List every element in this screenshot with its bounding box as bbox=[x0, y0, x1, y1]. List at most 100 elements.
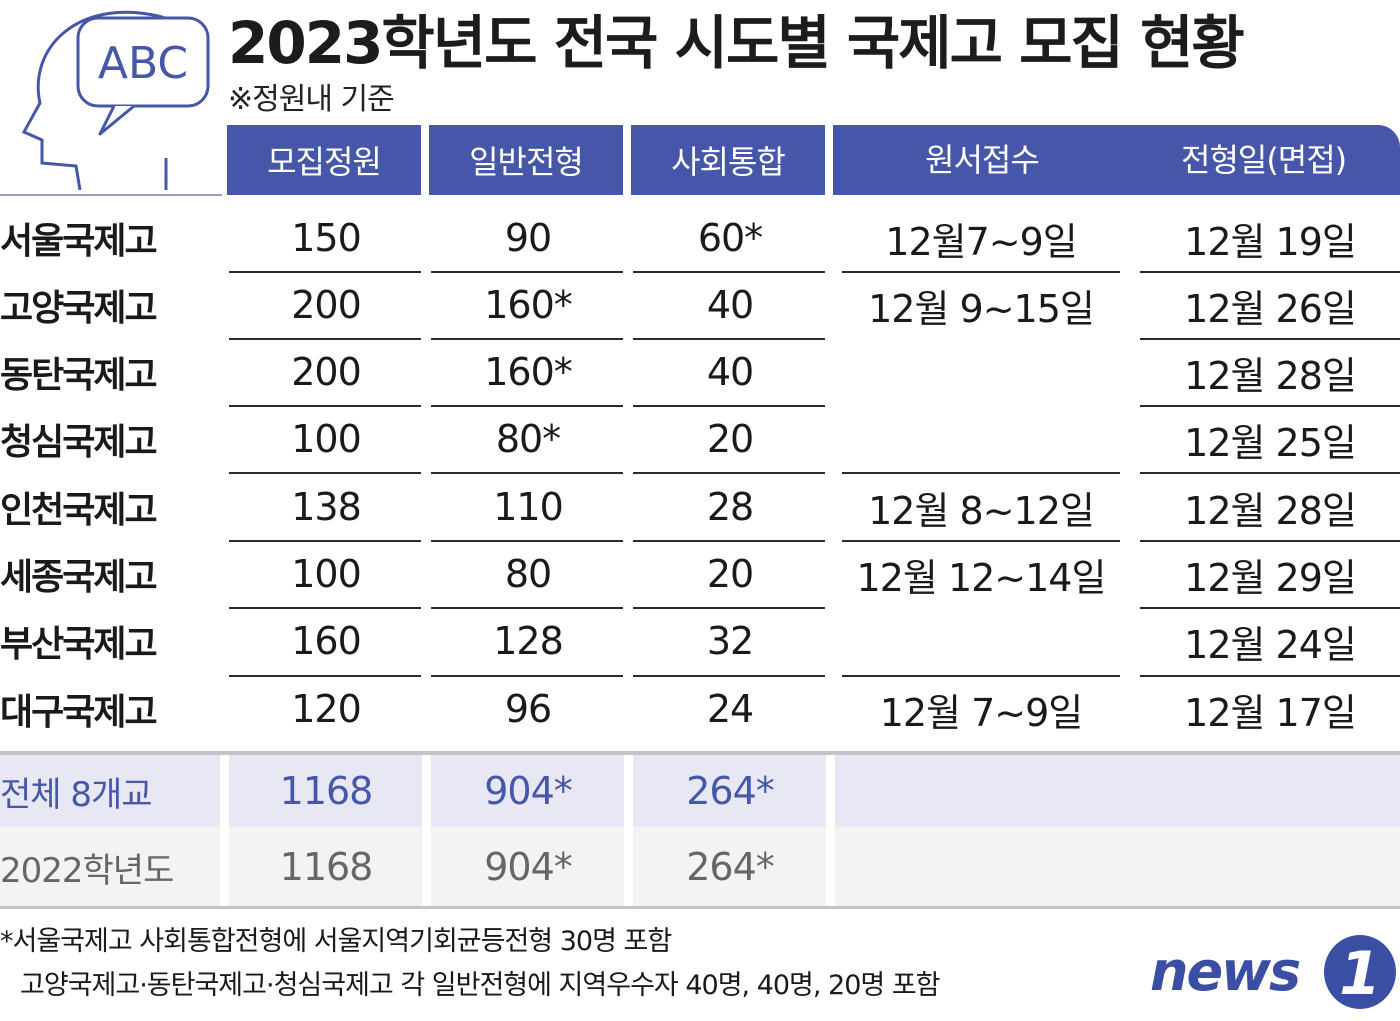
page-title: 2023학년도 전국 시도별 국제고 모집 현황 bbox=[228, 9, 1245, 77]
application-period-cell: 12월 8~12일 bbox=[868, 488, 1095, 533]
row-divider bbox=[633, 405, 825, 407]
quota-cell: 200 bbox=[291, 350, 362, 394]
interview-date-cell: 12월 19일 bbox=[1184, 219, 1357, 264]
general-cell: 110 bbox=[493, 485, 564, 529]
quota-cell: 120 bbox=[291, 687, 362, 731]
summary-label: 전체 8개교 bbox=[0, 774, 153, 815]
row-divider bbox=[842, 540, 1120, 542]
application-period-cell: 12월 12~14일 bbox=[856, 555, 1107, 600]
general-cell: 96 bbox=[504, 687, 552, 731]
header-application: 원서접수 bbox=[925, 141, 1040, 179]
social-cell: 24 bbox=[706, 687, 754, 731]
header-schedule: 원서접수 전형일(면접) bbox=[833, 125, 1400, 195]
row-divider bbox=[431, 607, 623, 609]
row-divider bbox=[633, 271, 825, 273]
header-general: 일반전형 bbox=[429, 125, 623, 195]
row-divider bbox=[229, 607, 421, 609]
summary-top-rule bbox=[0, 751, 1400, 755]
row-divider bbox=[431, 472, 623, 474]
header-social: 사회통합 bbox=[631, 125, 825, 195]
social-cell: 40 bbox=[706, 350, 754, 394]
quota-cell: 150 bbox=[291, 216, 362, 260]
social-cell: 40 bbox=[706, 283, 754, 327]
school-name: 인천국제고 bbox=[0, 490, 158, 531]
interview-date-cell: 12월 28일 bbox=[1184, 488, 1357, 533]
page-subtitle: ※정원내 기준 bbox=[228, 82, 395, 117]
header-interview: 전형일(면접) bbox=[1181, 141, 1347, 179]
application-period-cell: 12월 9~15일 bbox=[868, 286, 1095, 331]
row-divider bbox=[431, 540, 623, 542]
row-divider bbox=[1140, 540, 1400, 542]
row-divider bbox=[431, 271, 623, 273]
school-name: 청심국제고 bbox=[0, 422, 158, 463]
quota-cell: 100 bbox=[291, 417, 362, 461]
general-cell: 160* bbox=[484, 283, 573, 327]
interview-date-cell: 12월 28일 bbox=[1184, 353, 1357, 398]
divider bbox=[220, 755, 229, 907]
interview-date-cell: 12월 25일 bbox=[1184, 420, 1357, 465]
school-name: 서울국제고 bbox=[0, 221, 158, 262]
row-divider bbox=[1140, 472, 1400, 474]
previous-general: 904* bbox=[484, 845, 573, 889]
row-divider bbox=[431, 338, 623, 340]
interview-date-cell: 12월 29일 bbox=[1184, 555, 1357, 600]
row-divider bbox=[229, 271, 421, 273]
row-divider bbox=[842, 271, 1120, 273]
row-divider bbox=[633, 607, 825, 609]
summary-bottom-rule bbox=[0, 906, 1400, 909]
row-divider bbox=[431, 675, 623, 677]
row-divider bbox=[1140, 338, 1400, 340]
general-cell: 160* bbox=[484, 350, 573, 394]
general-cell: 90 bbox=[504, 216, 552, 260]
school-name: 대구국제고 bbox=[0, 692, 158, 733]
row-divider bbox=[633, 675, 825, 677]
application-period-cell: 12월7~9일 bbox=[885, 219, 1077, 264]
general-cell: 128 bbox=[493, 619, 564, 663]
school-name: 동탄국제고 bbox=[0, 355, 158, 396]
row-divider bbox=[229, 405, 421, 407]
footnote-1: *서울국제고 사회통합전형에 서울지역기회균등전형 30명 포함 bbox=[0, 926, 672, 957]
social-cell: 28 bbox=[706, 485, 754, 529]
divider bbox=[422, 755, 431, 907]
header-quota: 모집정원 bbox=[227, 125, 421, 195]
row-divider bbox=[229, 472, 421, 474]
quota-cell: 100 bbox=[291, 552, 362, 596]
application-period-cell: 12월 7~9일 bbox=[879, 690, 1084, 735]
quota-cell: 200 bbox=[291, 283, 362, 327]
school-name: 부산국제고 bbox=[0, 624, 158, 665]
divider bbox=[624, 755, 633, 907]
previous-quota: 1168 bbox=[279, 845, 374, 889]
footnote-2: 고양국제고·동탄국제고·청심국제고 각 일반전형에 지역우수자 40명, 40명… bbox=[20, 970, 941, 1001]
interview-date-cell: 12월 24일 bbox=[1184, 622, 1357, 667]
row-divider bbox=[1140, 405, 1400, 407]
divider bbox=[826, 755, 835, 907]
school-name: 고양국제고 bbox=[0, 288, 158, 329]
row-divider bbox=[633, 540, 825, 542]
header-underline bbox=[0, 194, 222, 196]
row-divider bbox=[1140, 607, 1400, 609]
row-divider bbox=[229, 675, 421, 677]
general-cell: 80 bbox=[504, 552, 552, 596]
interview-date-cell: 12월 17일 bbox=[1184, 690, 1357, 735]
summary-social: 264* bbox=[686, 769, 775, 813]
row-divider bbox=[229, 540, 421, 542]
interview-date-cell: 12월 26일 bbox=[1184, 286, 1357, 331]
summary-general: 904* bbox=[484, 769, 573, 813]
row-divider bbox=[431, 405, 623, 407]
logo-text: news bbox=[1150, 940, 1300, 1003]
social-cell: 32 bbox=[706, 619, 754, 663]
quota-cell: 138 bbox=[291, 485, 362, 529]
row-divider bbox=[842, 472, 1120, 474]
social-cell: 60* bbox=[697, 216, 763, 260]
row-divider bbox=[1140, 271, 1400, 273]
row-divider bbox=[633, 472, 825, 474]
row-divider bbox=[633, 338, 825, 340]
social-cell: 20 bbox=[706, 417, 754, 461]
icon-text: ABC bbox=[98, 38, 188, 89]
general-cell: 80* bbox=[495, 417, 561, 461]
summary-quota: 1168 bbox=[279, 769, 374, 813]
head-speech-bubble-icon: ABC bbox=[21, 10, 210, 190]
quota-cell: 160 bbox=[291, 619, 362, 663]
social-cell: 20 bbox=[706, 552, 754, 596]
row-divider bbox=[229, 338, 421, 340]
